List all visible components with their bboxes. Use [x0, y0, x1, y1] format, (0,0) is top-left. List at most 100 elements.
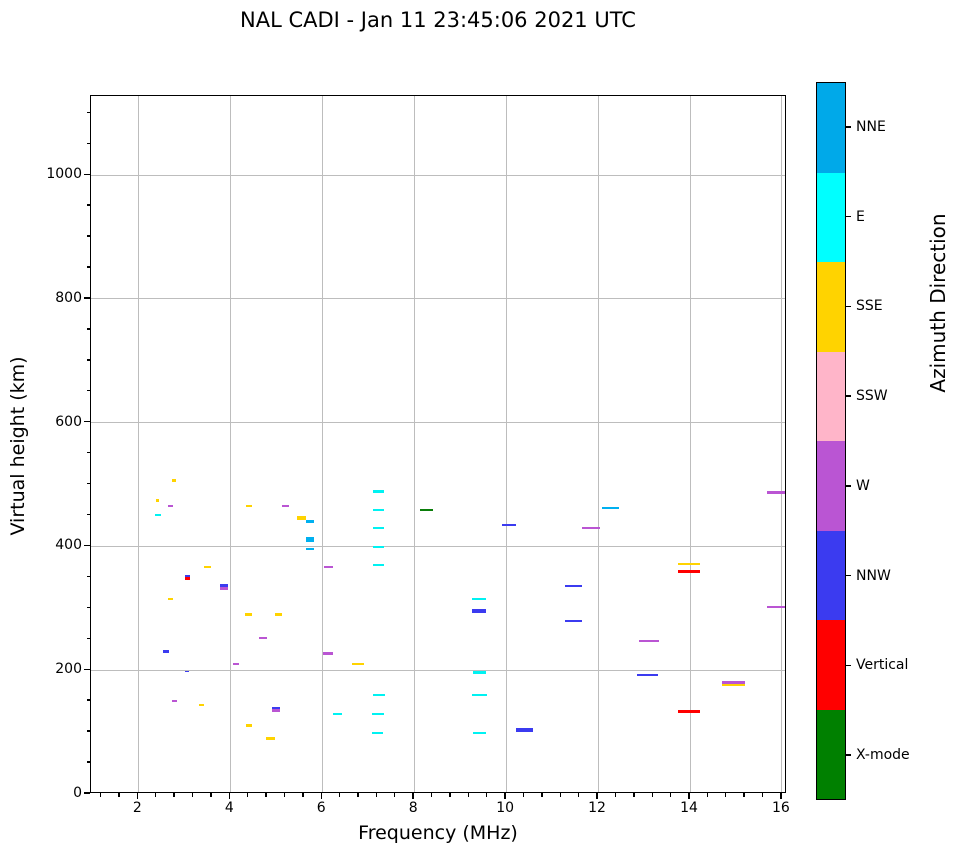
x-minor-tick [541, 793, 543, 797]
data-mark [767, 605, 786, 609]
x-minor-tick [210, 793, 212, 797]
x-minor-tick [614, 793, 617, 797]
data-mark [582, 526, 601, 530]
colorbar-category-label: Vertical [856, 657, 909, 674]
data-mark [171, 699, 177, 703]
data-mark [306, 547, 315, 551]
data-mark [373, 545, 385, 549]
colorbar [816, 82, 846, 800]
colorbar-category-label: X-mode [856, 747, 910, 764]
x-minor-tick [725, 793, 727, 797]
y-axis-label: Virtual height (km) [7, 356, 29, 536]
data-mark [324, 565, 334, 569]
colorbar-category-label: NNE [856, 118, 886, 135]
data-mark [172, 479, 177, 482]
y-tick-label: 1000 [46, 166, 82, 183]
plot-area [90, 95, 786, 793]
colorbar-segment-nnw [817, 530, 845, 620]
x-minor-tick [302, 793, 304, 797]
x-minor-tick [706, 793, 709, 797]
data-mark [372, 731, 384, 734]
x-minor-tick [283, 793, 286, 797]
data-mark [306, 519, 315, 523]
data-mark [372, 712, 385, 716]
data-mark [297, 515, 306, 521]
colorbar-segment-nne [817, 83, 845, 173]
gridline-horizontal [91, 298, 785, 300]
y-tick-label: 400 [55, 537, 82, 554]
gridline-vertical [413, 96, 415, 792]
x-minor-tick [522, 793, 525, 797]
gridline-vertical [321, 96, 323, 792]
x-minor-tick [559, 793, 561, 797]
data-mark [637, 673, 659, 677]
x-major-tick [504, 793, 506, 799]
x-minor-tick [761, 793, 764, 797]
colorbar-segment-e [817, 172, 845, 262]
x-minor-tick [375, 793, 378, 797]
gridline-horizontal [91, 669, 785, 671]
data-mark [163, 650, 169, 653]
colorbar-category-label: W [856, 477, 870, 494]
data-mark [233, 662, 240, 666]
x-major-tick [688, 793, 690, 799]
colorbar-segment-vertical [817, 620, 845, 710]
data-mark [198, 703, 205, 707]
data-mark [373, 526, 385, 530]
colorbar-category-label: E [856, 208, 865, 225]
x-minor-tick [173, 793, 175, 797]
data-mark [767, 491, 786, 494]
y-tick-label: 200 [55, 661, 82, 678]
x-minor-tick [357, 793, 359, 797]
x-minor-tick [265, 793, 267, 797]
x-tick-label: 2 [132, 800, 142, 816]
x-minor-tick [633, 793, 635, 797]
y-tick-label: 0 [73, 785, 82, 801]
colorbar-segment-w [817, 441, 845, 531]
data-mark [601, 506, 620, 510]
data-mark [167, 505, 174, 508]
x-minor-tick [430, 793, 433, 797]
colorbar-tick [846, 754, 851, 756]
colorbar-tick [846, 664, 851, 667]
colorbar-tick [846, 215, 851, 218]
colorbar-category-label: SSE [856, 298, 883, 315]
data-mark [322, 652, 334, 655]
data-mark [565, 619, 582, 622]
gridline-vertical [505, 96, 507, 792]
x-minor-tick [191, 793, 194, 797]
gridline-vertical [597, 96, 599, 792]
data-mark [245, 613, 253, 616]
x-minor-tick [246, 793, 249, 797]
x-minor-tick [467, 793, 470, 797]
colorbar-tick [846, 126, 851, 128]
data-mark [155, 513, 162, 517]
data-mark [245, 724, 253, 727]
data-mark [472, 671, 487, 674]
x-tick-label: 10 [496, 800, 515, 816]
x-minor-tick [651, 793, 653, 797]
colorbar-tick [846, 305, 851, 308]
data-mark [472, 597, 486, 601]
data-mark [220, 584, 229, 587]
data-mark [678, 710, 700, 713]
data-mark [638, 639, 659, 643]
colorbar-tick [846, 395, 851, 397]
data-mark [471, 608, 487, 613]
data-mark [332, 712, 343, 716]
data-mark [678, 562, 700, 565]
data-mark [306, 537, 315, 542]
x-minor-tick [394, 793, 396, 797]
x-major-tick [136, 793, 139, 799]
x-axis-label: Frequency (MHz) [358, 822, 518, 844]
data-mark [272, 706, 281, 710]
x-minor-tick [449, 793, 451, 797]
data-mark [258, 636, 268, 640]
data-mark [246, 505, 252, 508]
x-minor-tick [669, 793, 672, 797]
data-mark [265, 737, 275, 740]
data-mark [185, 577, 191, 580]
colorbar-tick [846, 574, 851, 577]
gridline-vertical [229, 96, 231, 792]
